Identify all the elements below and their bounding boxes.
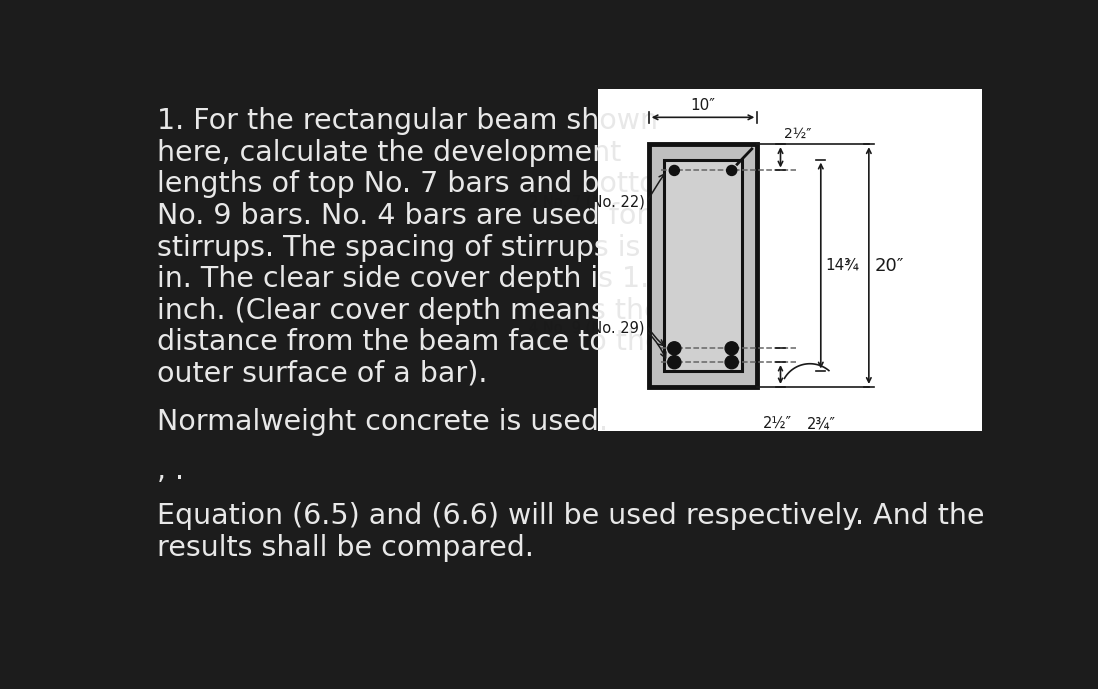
Text: No. 9 bars. No. 4 bars are used for: No. 9 bars. No. 4 bars are used for xyxy=(157,202,648,230)
Circle shape xyxy=(727,165,737,176)
Text: 14¾: 14¾ xyxy=(826,258,860,273)
Text: results shall be compared.: results shall be compared. xyxy=(157,534,534,562)
Text: lengths of top No. 7 bars and bottom: lengths of top No. 7 bars and bottom xyxy=(157,170,684,198)
Text: , .: , . xyxy=(157,457,183,485)
Text: 2¾″: 2¾″ xyxy=(807,416,836,431)
Circle shape xyxy=(725,356,738,369)
Text: 4 No. 9 (No. 29): 4 No. 9 (No. 29) xyxy=(529,320,645,335)
Bar xyxy=(597,89,982,431)
Text: 1. For the rectangular beam shown: 1. For the rectangular beam shown xyxy=(157,107,658,135)
Text: 2 No. 7 (No. 22): 2 No. 7 (No. 22) xyxy=(529,194,645,209)
Circle shape xyxy=(668,342,681,355)
Text: 2½″: 2½″ xyxy=(784,126,811,141)
Text: ″: ″ xyxy=(845,258,851,273)
Text: here, calculate the development: here, calculate the development xyxy=(157,139,620,167)
Text: stirrups. The spacing of stirrups is 6: stirrups. The spacing of stirrups is 6 xyxy=(157,234,668,262)
Text: 2½″: 2½″ xyxy=(763,416,792,431)
Text: outer surface of a bar).: outer surface of a bar). xyxy=(157,360,488,388)
Text: Normalweight concrete is used.: Normalweight concrete is used. xyxy=(157,409,608,436)
Text: in. The clear side cover depth is 1.5: in. The clear side cover depth is 1.5 xyxy=(157,265,668,294)
Text: distance from the beam face to the: distance from the beam face to the xyxy=(157,329,662,356)
Text: 20″: 20″ xyxy=(875,256,905,274)
Circle shape xyxy=(668,356,681,369)
Circle shape xyxy=(670,165,680,176)
Text: 10″: 10″ xyxy=(691,98,716,113)
Text: inch. (Clear cover depth means the: inch. (Clear cover depth means the xyxy=(157,297,661,325)
Text: Equation (6.5) and (6.6) will be used respectively. And the: Equation (6.5) and (6.6) will be used re… xyxy=(157,502,984,531)
Bar xyxy=(649,144,758,387)
Circle shape xyxy=(725,342,738,355)
Bar xyxy=(664,160,742,371)
